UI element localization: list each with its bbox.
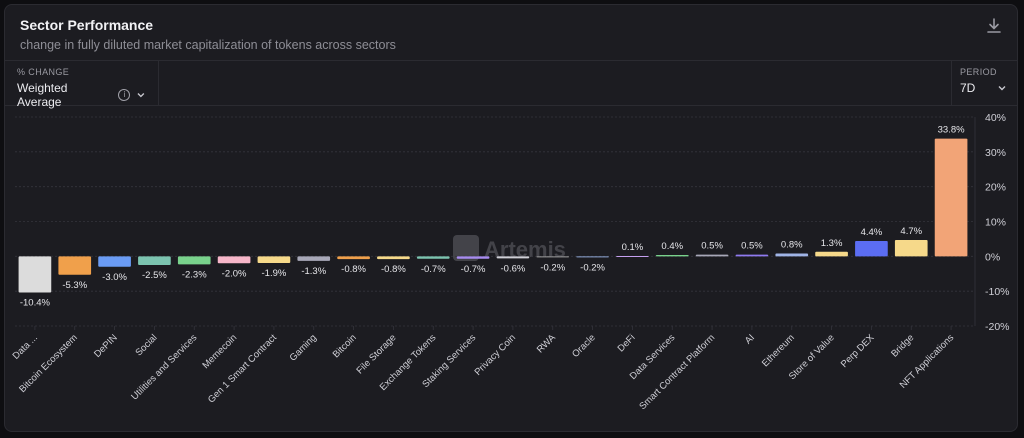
sector-performance-card: Sector Performance change in fully dilut… bbox=[4, 4, 1018, 432]
bar-value-label: -2.5% bbox=[142, 270, 167, 281]
bar-memecoin[interactable] bbox=[217, 256, 251, 264]
bar-value-label: 1.3% bbox=[821, 238, 843, 249]
x-tick-label: Social bbox=[133, 332, 159, 358]
chart-title: Sector Performance bbox=[20, 17, 154, 33]
bar-exchange-tokens[interactable] bbox=[416, 256, 450, 259]
bar-value-label: -10.4% bbox=[20, 298, 51, 309]
x-tick-label: Ethereum bbox=[760, 332, 797, 369]
y-tick-label: 10% bbox=[985, 217, 1006, 229]
bar-value-label: -3.0% bbox=[102, 272, 127, 283]
bar-privacy-coin[interactable] bbox=[496, 256, 530, 259]
chevron-down-icon bbox=[137, 93, 145, 98]
bar-value-label: -0.6% bbox=[501, 263, 526, 274]
bar-perp-dex[interactable] bbox=[855, 241, 888, 257]
x-tick-label: RWA bbox=[535, 332, 559, 356]
x-tick-label: Oracle bbox=[570, 332, 598, 360]
bar-nft-applications[interactable] bbox=[934, 138, 968, 257]
bar-value-label: -1.3% bbox=[301, 266, 326, 277]
change-metric-dropdown[interactable]: % CHANGE Weighted Average i bbox=[5, 61, 159, 109]
bar-bitcoin[interactable] bbox=[337, 256, 370, 260]
bar-value-label: 0.8% bbox=[781, 240, 803, 251]
period-value: 7D bbox=[960, 81, 976, 95]
bar-value-label: -0.8% bbox=[341, 264, 366, 275]
chart-subtitle: change in fully diluted market capitaliz… bbox=[20, 38, 396, 52]
bar-file-storage[interactable] bbox=[377, 256, 410, 260]
bar-value-label: -0.7% bbox=[461, 264, 486, 275]
x-tick-label: AI bbox=[743, 332, 757, 346]
x-tick-label: Smart Contract Platform bbox=[637, 332, 717, 412]
bar-data-services[interactable] bbox=[655, 254, 689, 257]
bar-value-label: -0.2% bbox=[580, 262, 605, 273]
x-tick-label: Memecoin bbox=[200, 332, 239, 371]
y-tick-label: 30% bbox=[985, 147, 1006, 159]
bar-defi[interactable] bbox=[616, 255, 649, 257]
y-tick-label: -10% bbox=[985, 286, 1010, 298]
x-tick-label: Gaming bbox=[288, 332, 319, 363]
bar-depin[interactable] bbox=[98, 256, 131, 267]
bar-staking-services[interactable] bbox=[456, 256, 490, 259]
bar-value-label: -0.7% bbox=[421, 264, 446, 275]
bar-ai[interactable] bbox=[735, 254, 769, 257]
bar-value-label: 0.5% bbox=[741, 241, 763, 252]
bar-value-label: -0.2% bbox=[540, 262, 565, 273]
x-tick-label: DeFi bbox=[616, 332, 638, 354]
bar-data-[interactable] bbox=[18, 256, 52, 293]
bar-value-label: -1.9% bbox=[262, 268, 287, 279]
y-tick-label: 20% bbox=[985, 182, 1006, 194]
x-tick-label: Perp DEX bbox=[839, 332, 877, 370]
y-tick-label: 40% bbox=[985, 112, 1006, 124]
bar-value-label: 4.4% bbox=[861, 227, 883, 238]
bar-value-label: -5.3% bbox=[62, 280, 87, 291]
change-metric-label: % CHANGE bbox=[17, 67, 70, 77]
y-tick-label: -20% bbox=[985, 321, 1010, 333]
bar-gaming[interactable] bbox=[297, 256, 331, 261]
bar-social[interactable] bbox=[138, 256, 171, 266]
bar-value-label: 33.8% bbox=[938, 125, 965, 136]
bar-value-label: 0.1% bbox=[622, 242, 644, 253]
x-tick-label: Privacy Coin bbox=[473, 332, 518, 377]
info-icon[interactable]: i bbox=[118, 89, 131, 101]
bar-value-label: -2.0% bbox=[222, 268, 247, 279]
x-tick-label: Utilities and Services bbox=[129, 332, 199, 402]
bar-ethereum[interactable] bbox=[775, 253, 809, 257]
x-tick-label: Bridge bbox=[889, 332, 916, 359]
bar-utilities-and-services[interactable] bbox=[177, 256, 211, 265]
x-tick-label: Data ... bbox=[11, 332, 40, 361]
bar-store-of-value[interactable] bbox=[815, 251, 848, 257]
x-tick-label: DePIN bbox=[92, 332, 120, 360]
download-icon[interactable] bbox=[985, 17, 1003, 35]
x-tick-label: Gen 1 Smart Contract bbox=[206, 332, 279, 405]
bar-smart-contract-platform[interactable] bbox=[695, 254, 729, 257]
period-dropdown[interactable]: PERIOD 7D bbox=[951, 61, 1017, 105]
chevron-down-icon bbox=[998, 86, 1006, 91]
bar-value-label: 0.4% bbox=[661, 241, 683, 252]
change-metric-value: Weighted Average bbox=[17, 81, 68, 109]
y-tick-label: 0% bbox=[985, 251, 1000, 263]
bar-value-label: 0.5% bbox=[701, 241, 723, 252]
bar-oracle[interactable] bbox=[576, 256, 609, 258]
x-tick-label: Bitcoin bbox=[331, 332, 359, 360]
bar-value-label: -2.3% bbox=[182, 269, 207, 280]
bar-value-label: 4.7% bbox=[900, 226, 922, 237]
bar-bridge[interactable] bbox=[894, 239, 928, 257]
controls-bar: % CHANGE Weighted Average i PERIOD 7D bbox=[5, 60, 1017, 109]
bar-gen-1-smart-contract[interactable] bbox=[257, 256, 291, 263]
bar-bitcoin-ecosystem[interactable] bbox=[58, 256, 92, 275]
bar-rwa[interactable] bbox=[536, 256, 570, 258]
period-label: PERIOD bbox=[960, 67, 997, 77]
bar-value-label: -0.8% bbox=[381, 264, 406, 275]
sector-bar-chart: Artemis -10.4%-5.3%-3.0% -2.5% -2.3% -2.0% -… bbox=[11, 112, 1010, 412]
